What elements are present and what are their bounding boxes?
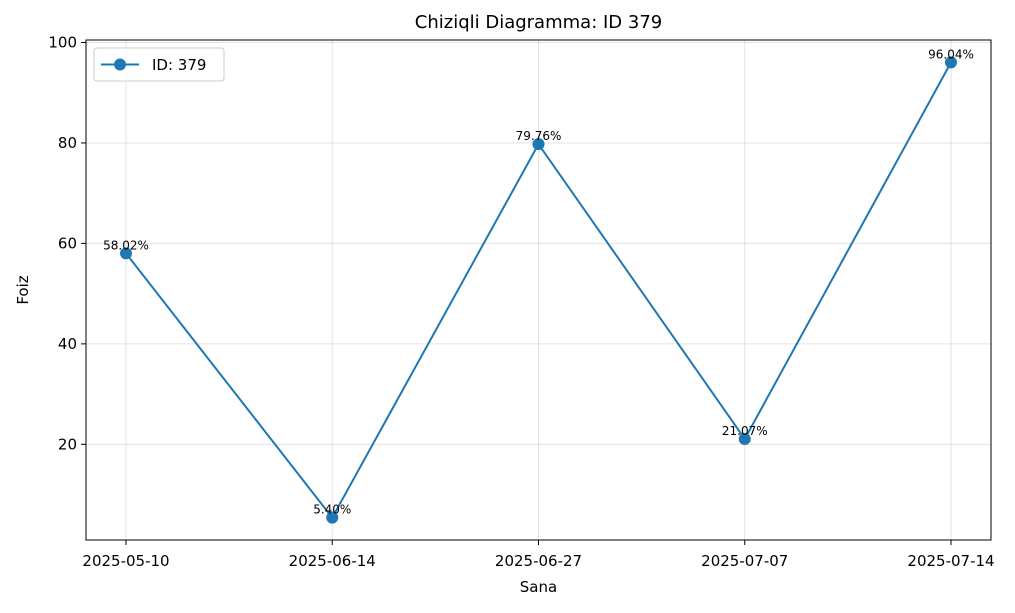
- x-axis-label: Sana: [520, 578, 557, 596]
- y-tick-label: 80: [58, 134, 77, 152]
- data-label: 58.02%: [103, 238, 149, 252]
- y-tick-label: 40: [58, 335, 77, 353]
- y-tick-label: 20: [58, 435, 77, 453]
- x-tick-label: 2025-06-27: [495, 552, 582, 570]
- x-tick-label: 2025-05-10: [82, 552, 169, 570]
- x-tick-label: 2025-07-14: [907, 552, 994, 570]
- data-point: [738, 432, 751, 445]
- legend-marker: [114, 58, 126, 71]
- data-point: [532, 138, 545, 151]
- data-point: [326, 511, 339, 524]
- x-tick-label: 2025-06-14: [289, 552, 376, 570]
- axes: 2025-05-10 2025-06-14 2025-06-27 2025-07-07…: [48, 34, 994, 570]
- legend-box: [93, 47, 225, 82]
- data-point: [945, 56, 957, 69]
- legend: ID: 379: [93, 47, 225, 82]
- series-layer: 58.02% 5.40% 79.76% 21.07% 96.04%: [103, 47, 974, 524]
- y-tick-label: 60: [58, 234, 77, 252]
- chart-title: Chiziqli Diagramma: ID 379: [415, 12, 662, 33]
- y-axis-label: Foiz: [14, 275, 32, 304]
- legend-entry-label: ID: 379: [152, 56, 206, 74]
- data-label: 21.07%: [722, 424, 768, 438]
- x-tick-label: 2025-07-07: [701, 552, 788, 570]
- y-tick-label: 100: [48, 34, 77, 52]
- data-label: 79.76%: [516, 129, 562, 143]
- data-point: [120, 247, 132, 260]
- data-label: 5.40%: [313, 503, 351, 517]
- data-label: 96.04%: [928, 47, 974, 61]
